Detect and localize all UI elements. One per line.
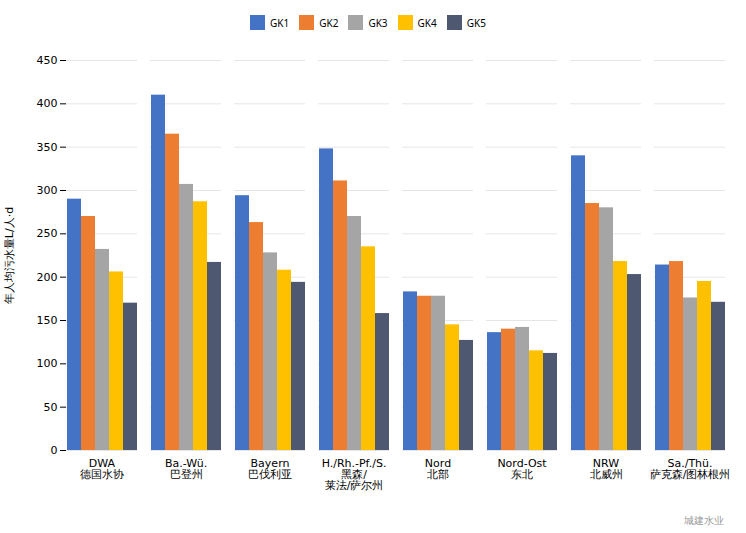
svg-text:Sa./Thü.萨克森/图林根州: Sa./Thü.萨克森/图林根州 (650, 457, 731, 481)
html-text:城建水业: 城建水业 (684, 515, 724, 526)
svg-text:Ba.-Wü.巴登州: Ba.-Wü.巴登州 (165, 457, 207, 481)
html-text:GK4: GK4 (417, 15, 437, 30)
svg-text:300: 300 (37, 184, 58, 197)
svg-text:250: 250 (37, 227, 58, 240)
svg-text:0: 0 (51, 444, 58, 457)
svg-text:200: 200 (37, 271, 58, 284)
html-text:GK1: GK1 (270, 15, 290, 30)
svg-text:100: 100 (37, 357, 58, 370)
svg-text:Bayern巴伐利亚: Bayern巴伐利亚 (248, 457, 292, 481)
svg-text:Nord-Ost东北: Nord-Ost东北 (497, 457, 547, 481)
svg-text:NRW北威州: NRW北威州 (590, 457, 623, 481)
html-text:GK2: GK2 (319, 15, 339, 30)
svg-text:150: 150 (37, 314, 58, 327)
svg-text:Nord北部: Nord北部 (425, 457, 451, 481)
svg-text:年人均污水量L/人·d: 年人均污水量L/人·d (3, 207, 16, 304)
svg-text:50: 50 (44, 401, 58, 414)
svg-text:400: 400 (37, 97, 58, 110)
html-text:GK5: GK5 (466, 15, 486, 30)
svg-text:450: 450 (37, 54, 58, 67)
html-text:GK3: GK3 (368, 15, 388, 30)
svg-text:DWA德国水协: DWA德国水协 (80, 457, 124, 481)
svg-text:H./Rh.-Pf./S.黑森/莱法/萨尔州: H./Rh.-Pf./S.黑森/莱法/萨尔州 (322, 457, 387, 492)
svg-text:350: 350 (37, 141, 58, 154)
